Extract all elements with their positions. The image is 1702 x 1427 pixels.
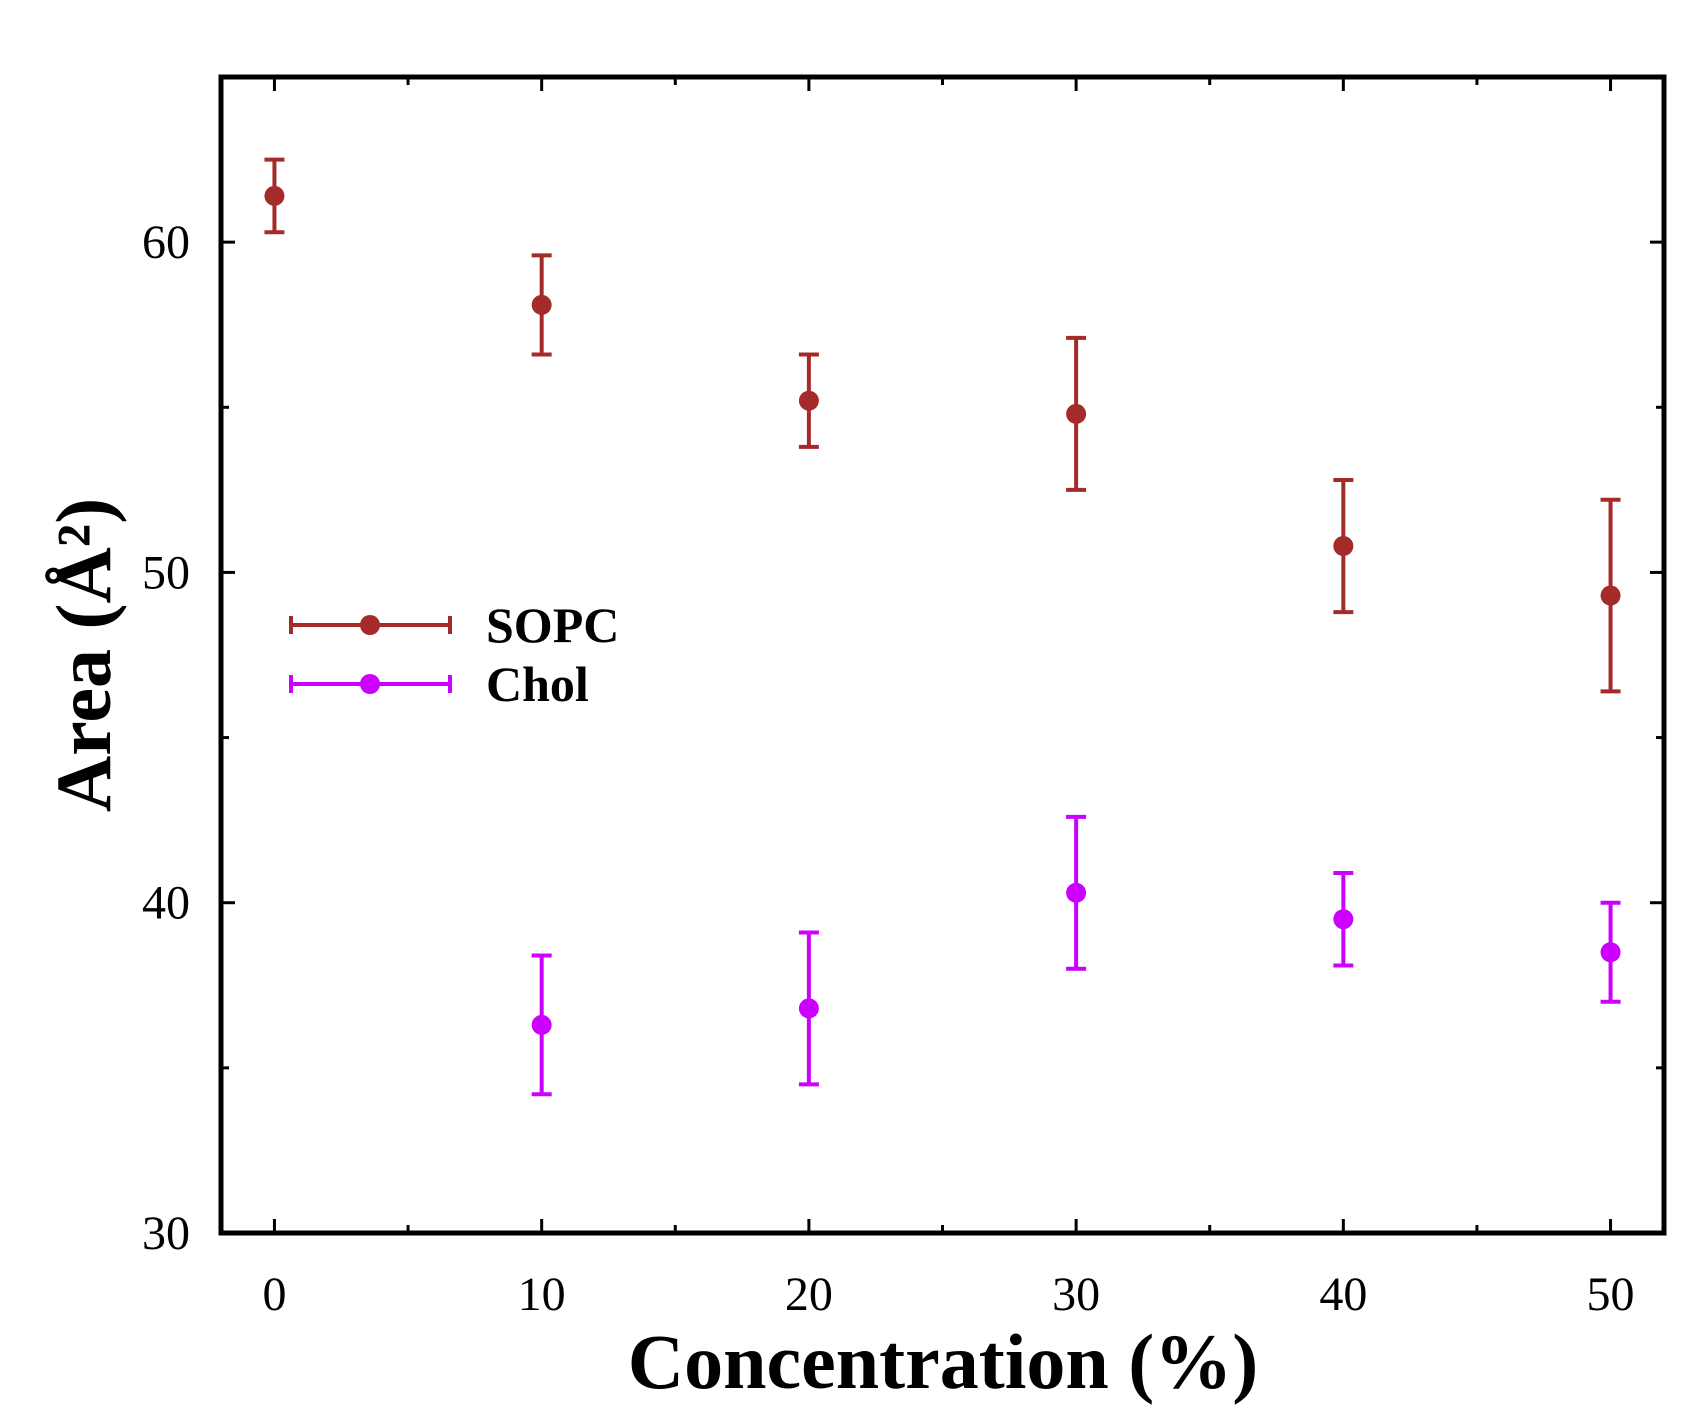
data-point: [1066, 882, 1087, 903]
y-tick-label: 40: [142, 877, 190, 930]
axis-ticks: [221, 77, 1664, 1235]
series-layer: [264, 157, 1621, 1097]
data-point: [1333, 536, 1354, 557]
legend-item-chol: Chol: [289, 656, 589, 712]
legend-item-sopc: SOPC: [289, 597, 619, 653]
series-sopc: [264, 157, 1621, 694]
y-tick-label: 60: [142, 216, 190, 269]
x-tick-label: 30: [1052, 1268, 1100, 1321]
x-tick-label: 10: [518, 1268, 566, 1321]
axis-tick-labels: 0 10 20 30 40 50 30 40 50 60: [142, 216, 1635, 1321]
data-point: [531, 294, 552, 315]
legend-label: Chol: [486, 656, 589, 712]
x-axis-title: Concentration (%): [628, 1318, 1258, 1405]
y-tick-label: 50: [142, 546, 190, 599]
data-point: [1066, 403, 1087, 424]
data-point: [798, 390, 819, 411]
plot-area: [218, 74, 1667, 1236]
data-point: [264, 185, 285, 206]
y-axis-title: Area (Å²): [40, 498, 127, 812]
series-chol: [531, 814, 1621, 1097]
x-tick-label: 50: [1587, 1268, 1635, 1321]
data-point: [531, 1014, 552, 1035]
data-point: [1600, 942, 1621, 963]
x-tick-label: 20: [785, 1268, 833, 1321]
x-tick-label: 0: [262, 1268, 286, 1321]
y-tick-label: 30: [142, 1207, 190, 1260]
legend-marker: [360, 674, 380, 694]
legend-label: SOPC: [486, 597, 619, 653]
data-point: [798, 998, 819, 1019]
legend-marker: [360, 615, 380, 635]
data-point: [1333, 909, 1354, 930]
data-point: [1600, 585, 1621, 606]
x-tick-label: 40: [1319, 1268, 1367, 1321]
